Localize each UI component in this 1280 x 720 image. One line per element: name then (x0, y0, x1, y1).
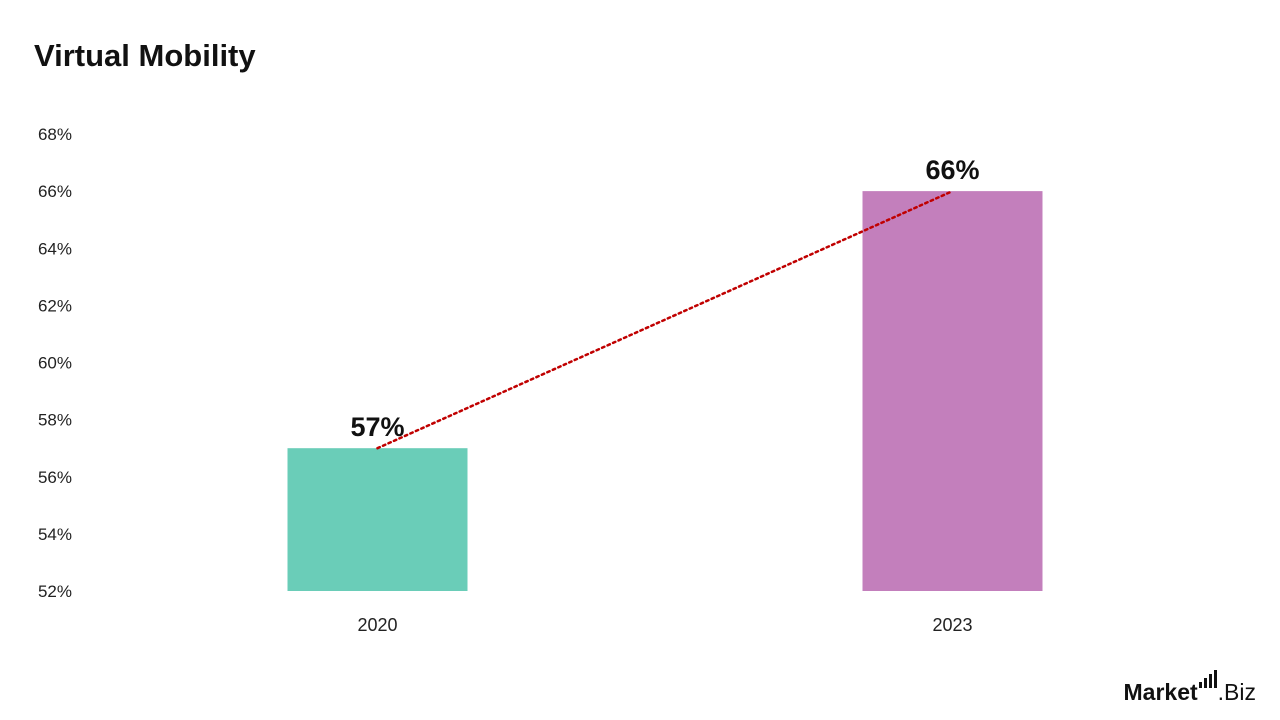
data-label-2020: 57% (350, 412, 404, 442)
x-tick-label: 2020 (357, 615, 397, 635)
bars (287, 191, 1043, 591)
y-tick-label: 60% (38, 354, 72, 373)
y-tick-label: 68% (38, 125, 72, 144)
logo-bars-icon (1198, 670, 1217, 688)
trend-line-group (376, 189, 954, 450)
x-axis: 2020 2023 (357, 615, 972, 635)
bar-2020 (287, 448, 468, 591)
y-tick-label: 64% (38, 239, 72, 258)
bar-2023 (862, 191, 1043, 591)
data-label-2023: 66% (925, 155, 979, 185)
y-axis: 52% 54% 56% 58% 60% 62% 64% 66% 68% (38, 125, 72, 601)
y-tick-label: 66% (38, 182, 72, 201)
y-tick-label: 62% (38, 296, 72, 315)
trend-line (376, 189, 954, 450)
marketbiz-logo: Market .Biz (1123, 670, 1256, 706)
y-tick-label: 58% (38, 411, 72, 430)
x-tick-label: 2023 (932, 615, 972, 635)
y-tick-label: 52% (38, 582, 72, 601)
data-labels: 57% 66% (350, 155, 979, 442)
logo-text-regular: .Biz (1217, 679, 1256, 705)
y-tick-label: 56% (38, 468, 72, 487)
logo-text-bold: Market (1123, 679, 1198, 705)
chart-title: Virtual Mobility (34, 38, 256, 73)
y-tick-label: 54% (38, 525, 72, 544)
